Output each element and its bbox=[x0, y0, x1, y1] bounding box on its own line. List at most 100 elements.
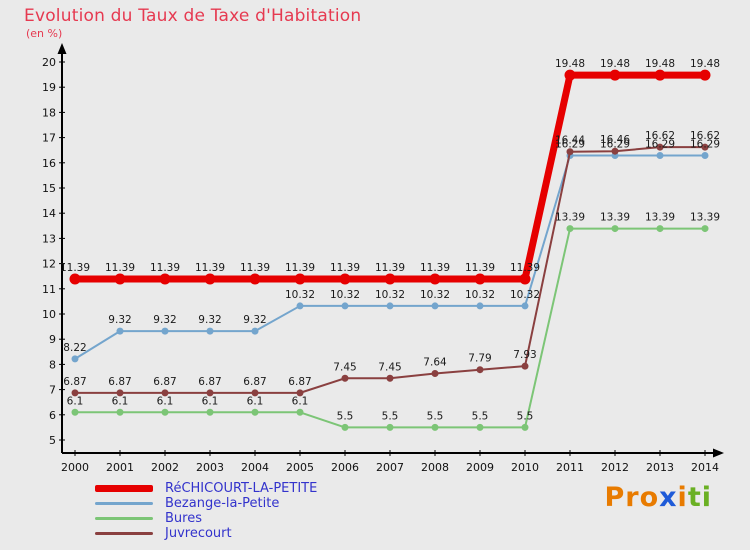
legend-swatch bbox=[95, 532, 153, 535]
y-axis-arrow-icon bbox=[57, 43, 67, 54]
point-label: 7.45 bbox=[378, 361, 401, 373]
y-tick-label: 11 bbox=[42, 283, 56, 296]
legend-label: Juvrecourt bbox=[165, 526, 232, 541]
data-point bbox=[116, 327, 124, 335]
point-label: 5.5 bbox=[427, 410, 444, 422]
point-label: 16.62 bbox=[690, 130, 720, 142]
data-point bbox=[341, 302, 349, 310]
data-point bbox=[474, 273, 486, 285]
point-labels: 11.39 11.39 11.39 11.39 11.39 11.39 11.39 11.39… bbox=[60, 58, 720, 422]
x-tick-label: 2010 bbox=[511, 461, 539, 474]
data-point bbox=[519, 273, 531, 285]
y-tick-label: 6 bbox=[49, 409, 56, 422]
point-label: 11.39 bbox=[150, 262, 180, 274]
point-label: 11.39 bbox=[510, 262, 540, 274]
point-label: 13.39 bbox=[690, 212, 720, 224]
point-label: 6.1 bbox=[67, 395, 84, 407]
x-tick-label: 2004 bbox=[241, 461, 269, 474]
y-tick-label: 10 bbox=[42, 308, 56, 321]
point-label: 5.5 bbox=[337, 410, 354, 422]
data-point bbox=[656, 143, 664, 151]
data-point bbox=[341, 423, 349, 431]
point-label: 16.29 bbox=[645, 138, 675, 150]
data-point bbox=[386, 374, 394, 382]
data-point bbox=[161, 327, 169, 335]
point-label: 11.39 bbox=[105, 262, 135, 274]
point-label: 19.48 bbox=[690, 58, 720, 70]
logo-letter: i bbox=[701, 482, 712, 513]
data-point bbox=[431, 302, 439, 310]
data-point bbox=[249, 273, 261, 285]
data-point bbox=[521, 302, 529, 310]
point-label: 16.46 bbox=[600, 134, 630, 146]
data-point bbox=[476, 366, 484, 374]
data-point bbox=[564, 69, 576, 81]
x-tick-label: 2013 bbox=[646, 461, 674, 474]
chart-legend: RéCHICOURT-LA-PETITE Bezange-la-Petite Bur… bbox=[95, 481, 317, 541]
x-tick-label: 2011 bbox=[556, 461, 584, 474]
data-point bbox=[206, 327, 214, 335]
point-label: 19.48 bbox=[555, 58, 585, 70]
point-label: 7.64 bbox=[423, 356, 447, 368]
point-label: 10.32 bbox=[330, 289, 360, 301]
point-label: 6.87 bbox=[243, 376, 266, 388]
point-label: 7.79 bbox=[468, 353, 491, 365]
legend-item: Juvrecourt bbox=[95, 526, 317, 541]
point-label: 16.44 bbox=[555, 135, 585, 147]
point-label: 6.87 bbox=[63, 376, 86, 388]
point-label: 10.32 bbox=[465, 289, 495, 301]
data-point bbox=[296, 408, 304, 416]
axes: 5 6 7 8 9 10 11 12 13 14 15 16 17 18 19 20 2000 2001 2002 2… bbox=[42, 43, 724, 474]
y-tick-label: 12 bbox=[42, 258, 56, 271]
point-label: 16.29 bbox=[555, 138, 585, 150]
data-point bbox=[161, 408, 169, 416]
point-label: 11.39 bbox=[285, 262, 315, 274]
data-point bbox=[611, 147, 619, 155]
x-tick-label: 2014 bbox=[691, 461, 719, 474]
point-label: 6.1 bbox=[157, 395, 174, 407]
point-label: 16.62 bbox=[645, 130, 675, 142]
point-label: 10.32 bbox=[510, 289, 540, 301]
data-point bbox=[384, 273, 396, 285]
legend-label: RéCHICOURT-LA-PETITE bbox=[165, 481, 318, 496]
series-line bbox=[74, 154, 705, 360]
series-Bezange-la-Petite bbox=[71, 151, 709, 363]
point-label: 7.45 bbox=[333, 361, 356, 373]
y-tick-label: 5 bbox=[49, 434, 56, 447]
point-label: 11.39 bbox=[195, 262, 225, 274]
x-tick-label: 2006 bbox=[331, 461, 359, 474]
data-point bbox=[701, 225, 709, 233]
data-point bbox=[521, 362, 529, 370]
logo-letter: r bbox=[625, 482, 640, 513]
data-point bbox=[701, 151, 709, 159]
point-label: 9.32 bbox=[108, 314, 131, 326]
data-point bbox=[339, 273, 351, 285]
data-point bbox=[206, 389, 214, 397]
point-label: 5.5 bbox=[382, 410, 399, 422]
point-label: 5.5 bbox=[472, 410, 489, 422]
point-label: 6.1 bbox=[292, 395, 309, 407]
point-label: 11.39 bbox=[60, 262, 90, 274]
y-tick-label: 16 bbox=[42, 157, 56, 170]
point-label: 6.87 bbox=[288, 376, 311, 388]
point-label: 11.39 bbox=[240, 262, 270, 274]
legend-item: RéCHICOURT-LA-PETITE bbox=[95, 481, 317, 496]
x-axis-arrow-icon bbox=[713, 448, 724, 458]
y-tick-label: 17 bbox=[42, 132, 56, 145]
point-label: 19.48 bbox=[645, 58, 675, 70]
data-point bbox=[71, 408, 79, 416]
point-label: 16.29 bbox=[690, 138, 720, 150]
point-label: 9.32 bbox=[198, 314, 221, 326]
legend-swatch bbox=[95, 485, 153, 492]
data-point bbox=[386, 302, 394, 310]
point-label: 6.87 bbox=[108, 376, 131, 388]
point-label: 8.22 bbox=[63, 342, 86, 354]
proxiti-logo: Proxiti bbox=[604, 482, 712, 513]
y-tick-label: 14 bbox=[42, 207, 56, 220]
data-point bbox=[296, 389, 304, 397]
page-subtitle: (en %) bbox=[26, 27, 63, 40]
legend-swatch bbox=[95, 517, 153, 520]
point-label: 6.1 bbox=[247, 395, 264, 407]
point-label: 7.93 bbox=[513, 349, 536, 361]
x-tick-label: 2008 bbox=[421, 461, 449, 474]
